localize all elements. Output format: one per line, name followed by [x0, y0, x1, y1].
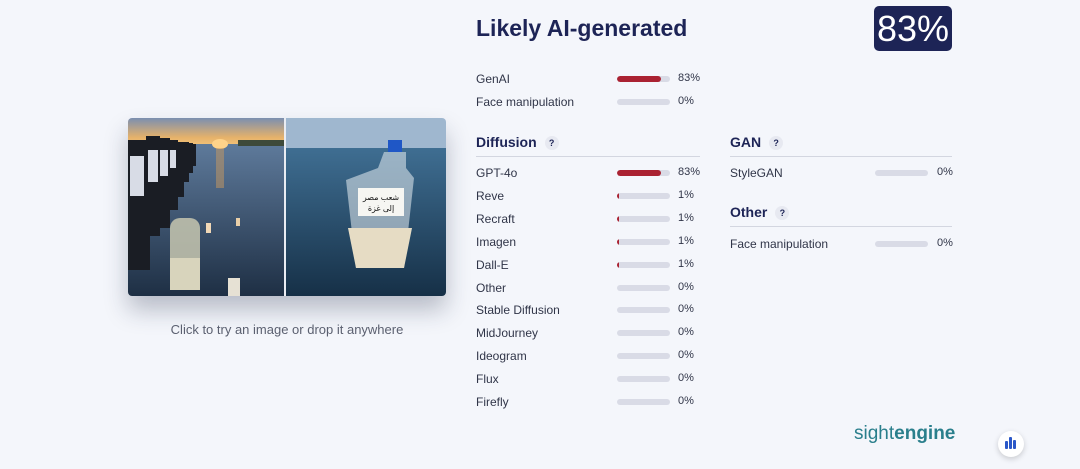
svg-text:إلى غزة: إلى غزة: [368, 204, 394, 214]
score-row: Recraft 1%: [476, 212, 706, 228]
score-bar: [617, 170, 670, 176]
help-icon[interactable]: ?: [775, 206, 790, 221]
score-bar: [617, 399, 670, 405]
row-value: 0%: [678, 349, 694, 361]
row-label: Firefly: [476, 395, 509, 409]
score-bar-fill: [617, 262, 619, 268]
score-bar-fill: [617, 76, 661, 82]
row-label: MidJourney: [476, 326, 539, 340]
sunset-people-image: [128, 118, 284, 296]
brand-logo[interactable]: sightengine: [854, 423, 955, 445]
row-label: GenAI: [476, 72, 511, 86]
svg-text:شعب مصر: شعب مصر: [362, 193, 400, 202]
row-value: 1%: [678, 258, 694, 270]
row-label: Reve: [476, 189, 505, 203]
score-row: Reve 1%: [476, 189, 706, 205]
score-row: Imagen 1%: [476, 235, 706, 251]
row-value: 0%: [678, 303, 694, 315]
row-label: GPT-4o: [476, 166, 518, 180]
score-bar: [617, 353, 670, 359]
score-row: Flux 0%: [476, 372, 706, 388]
section-title-gan: GAN?: [730, 134, 784, 151]
row-value: 1%: [678, 189, 694, 201]
score-bar-fill: [617, 193, 619, 199]
score-row-face-manipulation: Face manipulation 0%: [476, 95, 706, 111]
score-bar: [617, 99, 670, 105]
row-label: Face manipulation: [730, 237, 829, 251]
score-row: GPT-4o 83%: [476, 166, 706, 182]
score-row: Stable Diffusion 0%: [476, 303, 706, 319]
row-value: 0%: [678, 326, 694, 338]
help-icon[interactable]: ?: [769, 136, 784, 151]
row-value: 0%: [678, 395, 694, 407]
score-badge: 83%: [874, 6, 952, 51]
score-bar: [617, 285, 670, 291]
brand-part1: sight: [854, 423, 895, 444]
score-row: MidJourney 0%: [476, 326, 706, 342]
score-row-genai: GenAI 83%: [476, 72, 706, 88]
score-bar: [617, 239, 670, 245]
row-label: Flux: [476, 372, 499, 386]
row-value: 0%: [937, 166, 953, 178]
score-bar: [617, 262, 670, 268]
score-bar: [617, 376, 670, 382]
row-value: 83%: [678, 72, 701, 84]
section-divider: [730, 156, 952, 157]
section-label: GAN: [730, 134, 762, 150]
image-preview[interactable]: شعب مصر إلى غزة: [128, 118, 446, 296]
upload-caption[interactable]: Click to try an image or drop it anywher…: [170, 322, 404, 337]
score-bar: [617, 330, 670, 336]
score-bar: [875, 170, 928, 176]
row-value: 83%: [678, 166, 701, 178]
score-bar: [875, 241, 928, 247]
score-bar: [617, 193, 670, 199]
audio-bars-icon[interactable]: [998, 431, 1024, 457]
score-row: Ideogram 0%: [476, 349, 706, 365]
help-icon[interactable]: ?: [544, 136, 559, 151]
score-bar: [617, 307, 670, 313]
row-label: Recraft: [476, 212, 515, 226]
row-value: 1%: [678, 235, 694, 247]
score-bar: [617, 76, 670, 82]
section-label: Other: [730, 204, 768, 220]
row-value: 0%: [678, 95, 694, 107]
row-label: Ideogram: [476, 349, 527, 363]
row-label: Face manipulation: [476, 95, 575, 109]
score-row-stylegan: StyleGAN 0%: [730, 166, 953, 182]
score-bar: [617, 216, 670, 222]
row-label: Imagen: [476, 235, 517, 249]
section-divider: [476, 156, 700, 157]
row-label: Other: [476, 281, 507, 295]
score-bar-fill: [617, 170, 661, 176]
section-divider: [730, 226, 952, 227]
row-value: 0%: [678, 281, 694, 293]
score-row: Firefly 0%: [476, 395, 706, 411]
score-bar-fill: [617, 216, 619, 222]
row-value: 0%: [937, 237, 953, 249]
bottle-in-sea-image: شعب مصر إلى غزة: [286, 118, 446, 296]
page-title: Likely AI-generated: [476, 15, 688, 41]
image-divider: [284, 118, 286, 296]
row-label: StyleGAN: [730, 166, 783, 180]
score-row: Other 0%: [476, 281, 706, 297]
row-value: 0%: [678, 372, 694, 384]
row-label: Dall-E: [476, 258, 509, 272]
score-row: Dall-E 1%: [476, 258, 706, 274]
score-bar-fill: [617, 239, 619, 245]
score-row-face-manipulation-other: Face manipulation 0%: [730, 237, 953, 253]
section-title-diffusion: Diffusion?: [476, 134, 559, 151]
brand-part2: engine: [894, 423, 956, 444]
row-label: Stable Diffusion: [476, 303, 560, 317]
row-value: 1%: [678, 212, 694, 224]
section-label: Diffusion: [476, 134, 537, 150]
section-title-other: Other?: [730, 204, 790, 221]
